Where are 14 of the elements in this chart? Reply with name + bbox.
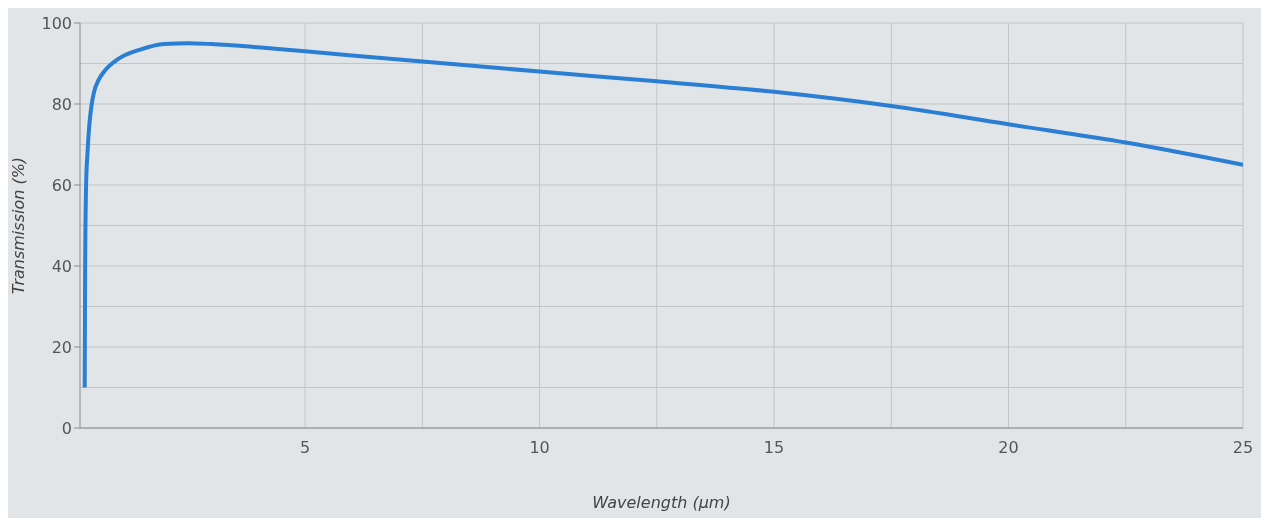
line-series xyxy=(82,41,1243,390)
y-tick-label: 60 xyxy=(51,175,72,195)
y-tick-label: 80 xyxy=(51,94,72,114)
x-tick-label: 5 xyxy=(300,438,311,458)
y-axis-title: Transmission (%) xyxy=(8,156,28,295)
x-axis-title: Wavelength (µm) xyxy=(592,493,731,512)
x-tick-label: 10 xyxy=(529,438,550,458)
y-tick-label: 40 xyxy=(51,256,72,276)
x-tick-label: 20 xyxy=(998,438,1019,458)
y-tick-label: 0 xyxy=(61,418,72,438)
y-tick-label: 20 xyxy=(51,337,72,357)
y-tick-label: 100 xyxy=(41,13,72,33)
x-tick-label: 25 xyxy=(1232,438,1254,458)
x-tick-label: 15 xyxy=(763,438,785,458)
